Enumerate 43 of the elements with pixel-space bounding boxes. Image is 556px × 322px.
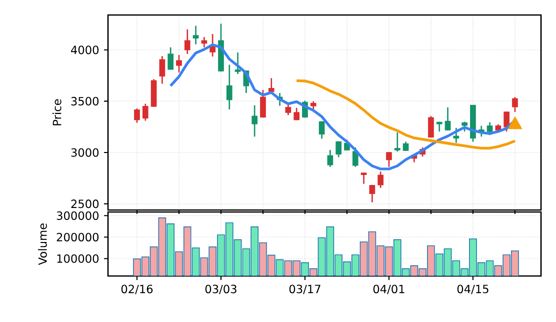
candlestick [294,107,300,121]
candlestick [176,54,182,74]
candlestick [462,121,468,132]
candlestick [453,127,460,144]
candlestick [318,120,325,140]
candlestick [402,141,409,152]
candlestick [327,149,334,168]
candlestick [436,121,442,132]
y-axis-title: Price [52,99,62,126]
y-tick-label: 100000 [57,254,99,263]
y-tick-label: 3500 [71,96,99,106]
x-tick-label: 03/03 [205,284,236,294]
candlestick [252,104,258,138]
candlestick [234,52,241,75]
candlestick [184,28,190,55]
candlestick [444,106,451,132]
candlestick [360,172,367,184]
x-tick-label: 03/17 [289,284,320,294]
candlestick [512,96,518,113]
candlestick [192,25,199,45]
y-tick-label: 300000 [56,211,99,220]
candlestick [378,170,384,189]
x-tick-label: 04/15 [457,284,488,294]
candlestick [394,132,400,152]
x-tick-label: 04/01 [373,284,404,294]
x-tick-label: 02/16 [121,284,153,294]
y-tick-label: 200000 [56,232,99,242]
y-axis-title: Volume [38,224,47,265]
y-tick-label: 2500 [71,200,99,208]
candlestick [134,108,140,124]
candlestick [142,103,148,122]
candlestick [285,104,292,116]
candlestick [369,184,376,203]
candlestick [428,115,434,138]
candlestick [260,89,266,118]
y-tick-label: 4000 [70,46,99,54]
candlestick [168,46,174,70]
candlestick [336,140,342,158]
y-tick-label: 3000 [71,148,99,157]
candlestick [210,33,216,58]
candlestick [226,64,232,110]
candlestick [159,55,166,84]
candlestick [386,151,392,168]
